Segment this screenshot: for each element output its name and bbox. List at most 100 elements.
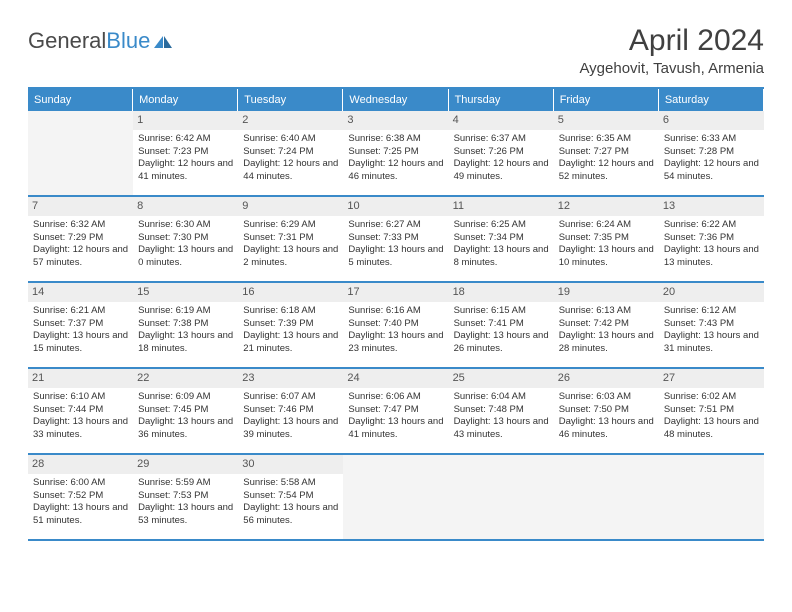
calendar-cell: 22Sunrise: 6:09 AMSunset: 7:45 PMDayligh… (133, 369, 238, 455)
calendar-cell: 10 Sunrise: 6:27 AMSunset: 7:33 PMDayligh… (343, 197, 448, 283)
weekday-header: Saturday (659, 89, 764, 111)
sunset-line: Sunset: 7:23 PM (138, 146, 233, 159)
day-number: 16 (238, 283, 343, 302)
day-number: 25 (449, 369, 554, 388)
day-number: 22 (133, 369, 238, 388)
calendar-cell: 19 Sunrise: 6:13 AMSunset: 7:42 PMDayligh… (554, 283, 659, 369)
daylight-line: Daylight: 12 hours and 52 minutes. (559, 158, 654, 184)
daylight-line: Daylight: 13 hours and 33 minutes. (33, 416, 128, 442)
sunset-line: Sunset: 7:40 PM (348, 318, 443, 331)
calendar-cell: 16Sunrise: 6:18 AMSunset: 7:39 PMDayligh… (238, 283, 343, 369)
day-number: 29 (133, 455, 238, 474)
sunrise-line: Sunrise: 6:03 AM (559, 391, 654, 404)
sunrise-line: Sunrise: 6:13 AM (559, 305, 654, 318)
weekday-header: Wednesday (343, 89, 448, 111)
sunrise-line: Sunrise: 6:04 AM (454, 391, 549, 404)
calendar-cell: 8 Sunrise: 6:30 AMSunset: 7:30 PMDaylight… (133, 197, 238, 283)
daylight-line: Daylight: 13 hours and 5 minutes. (348, 244, 443, 270)
sunrise-line: Sunrise: 6:38 AM (348, 133, 443, 146)
day-number: 27 (659, 369, 764, 388)
location-label: Aygehovit, Tavush, Armenia (579, 60, 764, 77)
sunrise-line: Sunrise: 6:06 AM (348, 391, 443, 404)
sunset-line: Sunset: 7:44 PM (33, 404, 128, 417)
logo: GeneralBlue (28, 28, 172, 54)
sunrise-line: Sunrise: 6:30 AM (138, 219, 233, 232)
day-number: 26 (554, 369, 659, 388)
daylight-line: Daylight: 13 hours and 31 minutes. (664, 330, 759, 356)
daylight-line: Daylight: 12 hours and 44 minutes. (243, 158, 338, 184)
daylight-line: Daylight: 12 hours and 46 minutes. (348, 158, 443, 184)
day-number: 30 (238, 455, 343, 474)
daylight-line: Daylight: 13 hours and 23 minutes. (348, 330, 443, 356)
logo-text-general: General (28, 28, 106, 53)
sunset-line: Sunset: 7:54 PM (243, 490, 338, 503)
sunset-line: Sunset: 7:26 PM (454, 146, 549, 159)
daylight-line: Daylight: 13 hours and 28 minutes. (559, 330, 654, 356)
sunrise-line: Sunrise: 6:29 AM (243, 219, 338, 232)
daylight-line: Daylight: 13 hours and 26 minutes. (454, 330, 549, 356)
sunrise-line: Sunrise: 6:09 AM (138, 391, 233, 404)
daylight-line: Daylight: 13 hours and 18 minutes. (138, 330, 233, 356)
sunrise-line: Sunrise: 6:16 AM (348, 305, 443, 318)
day-number: 7 (28, 197, 133, 216)
calendar-cell: 1Sunrise: 6:42 AMSunset: 7:23 PMDaylight… (133, 111, 238, 197)
calendar-cell: 17Sunrise: 6:16 AMSunset: 7:40 PMDayligh… (343, 283, 448, 369)
daylight-line: Daylight: 13 hours and 0 minutes. (138, 244, 233, 270)
sunrise-line: Sunrise: 5:58 AM (243, 477, 338, 490)
calendar-cell: 27Sunrise: 6:02 AMSunset: 7:51 PMDayligh… (659, 369, 764, 455)
sunset-line: Sunset: 7:43 PM (664, 318, 759, 331)
sunset-line: Sunset: 7:38 PM (138, 318, 233, 331)
day-number: 3 (343, 111, 448, 130)
sunrise-line: Sunrise: 6:15 AM (454, 305, 549, 318)
calendar-cell: 7Sunrise: 6:32 AMSunset: 7:29 PMDaylight… (28, 197, 133, 283)
header: GeneralBlue April 2024 Aygehovit, Tavush… (28, 24, 764, 77)
daylight-line: Daylight: 13 hours and 21 minutes. (243, 330, 338, 356)
sunrise-line: Sunrise: 6:07 AM (243, 391, 338, 404)
calendar-cell: 12Sunrise: 6:24 AMSunset: 7:35 PMDayligh… (554, 197, 659, 283)
sunset-line: Sunset: 7:36 PM (664, 232, 759, 245)
daylight-line: Daylight: 12 hours and 41 minutes. (138, 158, 233, 184)
day-number: 10 (343, 197, 448, 216)
daylight-line: Daylight: 13 hours and 56 minutes. (243, 502, 338, 528)
daylight-line: Daylight: 13 hours and 51 minutes. (33, 502, 128, 528)
daylight-line: Daylight: 13 hours and 43 minutes. (454, 416, 549, 442)
calendar-cell: 20Sunrise: 6:12 AMSunset: 7:43 PMDayligh… (659, 283, 764, 369)
sunrise-line: Sunrise: 6:37 AM (454, 133, 549, 146)
page-title: April 2024 (579, 24, 764, 58)
day-number: 8 (133, 197, 238, 216)
sunset-line: Sunset: 7:45 PM (138, 404, 233, 417)
day-number: 13 (659, 197, 764, 216)
sunset-line: Sunset: 7:37 PM (33, 318, 128, 331)
logo-sail-icon (154, 32, 172, 50)
sunrise-line: Sunrise: 6:00 AM (33, 477, 128, 490)
day-number: 15 (133, 283, 238, 302)
sunset-line: Sunset: 7:42 PM (559, 318, 654, 331)
calendar-cell: 4Sunrise: 6:37 AMSunset: 7:26 PMDaylight… (449, 111, 554, 197)
calendar-cell: 3Sunrise: 6:38 AMSunset: 7:25 PMDaylight… (343, 111, 448, 197)
sunset-line: Sunset: 7:41 PM (454, 318, 549, 331)
calendar-cell: 14Sunrise: 6:21 AMSunset: 7:37 PMDayligh… (28, 283, 133, 369)
daylight-line: Daylight: 13 hours and 10 minutes. (559, 244, 654, 270)
sunset-line: Sunset: 7:34 PM (454, 232, 549, 245)
sunrise-line: Sunrise: 6:21 AM (33, 305, 128, 318)
calendar-cell: 6Sunrise: 6:33 AMSunset: 7:28 PMDaylight… (659, 111, 764, 197)
sunrise-line: Sunrise: 6:22 AM (664, 219, 759, 232)
calendar-cell: 5Sunrise: 6:35 AMSunset: 7:27 PMDaylight… (554, 111, 659, 197)
day-number: 28 (28, 455, 133, 474)
sunrise-line: Sunrise: 6:19 AM (138, 305, 233, 318)
sunset-line: Sunset: 7:46 PM (243, 404, 338, 417)
day-number: 20 (659, 283, 764, 302)
day-number: 4 (449, 111, 554, 130)
day-number: 19 (554, 283, 659, 302)
day-number: 5 (554, 111, 659, 130)
sunrise-line: Sunrise: 6:18 AM (243, 305, 338, 318)
sunrise-line: Sunrise: 6:27 AM (348, 219, 443, 232)
sunrise-line: Sunrise: 6:10 AM (33, 391, 128, 404)
sunrise-line: Sunrise: 6:32 AM (33, 219, 128, 232)
sunset-line: Sunset: 7:30 PM (138, 232, 233, 245)
sunset-line: Sunset: 7:33 PM (348, 232, 443, 245)
calendar-cell-empty (343, 455, 448, 541)
weekday-header: Sunday (28, 89, 133, 111)
day-number: 2 (238, 111, 343, 130)
sunrise-line: Sunrise: 6:24 AM (559, 219, 654, 232)
